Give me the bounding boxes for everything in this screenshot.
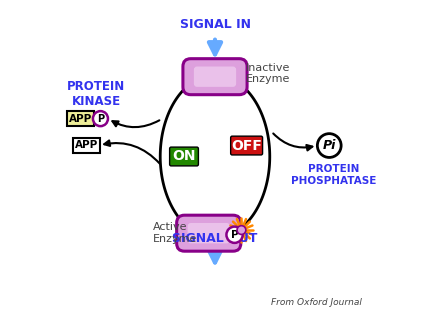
Text: APP: APP: [69, 114, 92, 124]
Circle shape: [317, 134, 341, 157]
Text: From Oxford Journal: From Oxford Journal: [271, 298, 362, 307]
Text: SIGNAL IN: SIGNAL IN: [179, 18, 251, 31]
Text: PROTEIN
PHOSPHATASE: PROTEIN PHOSPHATASE: [291, 164, 377, 186]
FancyBboxPatch shape: [230, 136, 263, 155]
FancyBboxPatch shape: [187, 223, 230, 244]
Circle shape: [93, 111, 108, 126]
Circle shape: [237, 226, 246, 234]
Text: SIGNAL OUT: SIGNAL OUT: [172, 232, 258, 245]
Text: Active
Enzyme: Active Enzyme: [153, 222, 197, 244]
FancyBboxPatch shape: [67, 111, 94, 126]
Text: PROTEIN
KINASE: PROTEIN KINASE: [67, 80, 125, 108]
Text: Pi: Pi: [322, 139, 336, 152]
Text: Inactive
Enzyme: Inactive Enzyme: [246, 63, 291, 85]
Text: ON: ON: [172, 150, 196, 163]
FancyBboxPatch shape: [177, 215, 241, 251]
Text: P: P: [97, 114, 104, 124]
Text: P: P: [231, 230, 238, 240]
Text: OFF: OFF: [231, 139, 262, 152]
FancyBboxPatch shape: [169, 147, 198, 166]
FancyBboxPatch shape: [183, 59, 247, 95]
Circle shape: [227, 227, 243, 243]
FancyBboxPatch shape: [194, 66, 236, 87]
FancyBboxPatch shape: [73, 138, 100, 153]
Text: APP: APP: [75, 140, 98, 150]
